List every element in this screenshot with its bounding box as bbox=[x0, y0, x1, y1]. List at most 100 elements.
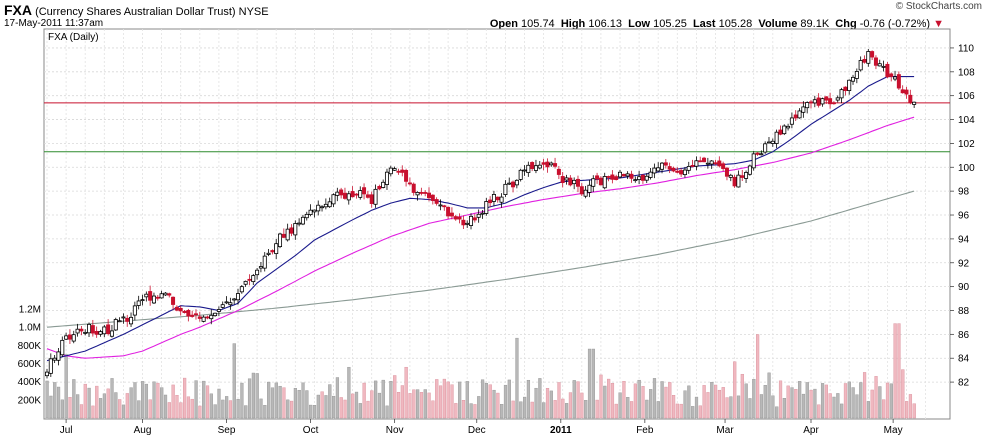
candle-body bbox=[67, 334, 72, 340]
open-label: Open bbox=[489, 18, 518, 30]
exchange: NYSE bbox=[238, 6, 269, 18]
candle bbox=[831, 101, 836, 105]
volume-bar bbox=[496, 392, 500, 419]
candle-body bbox=[278, 233, 283, 248]
candle-body bbox=[831, 102, 836, 105]
candle bbox=[766, 136, 771, 144]
volume-bar bbox=[267, 381, 271, 419]
volume-bar bbox=[702, 385, 706, 419]
date-tick-label: Apr bbox=[803, 425, 819, 436]
candle-body bbox=[621, 174, 626, 177]
volume-bar bbox=[377, 392, 382, 419]
volume-bar bbox=[270, 387, 275, 419]
candle-body bbox=[568, 177, 573, 186]
price-tick-label: 104 bbox=[958, 115, 975, 126]
candle-body bbox=[721, 163, 726, 169]
candle bbox=[193, 309, 198, 320]
volume-bar bbox=[362, 382, 366, 419]
volume-bar bbox=[393, 375, 397, 419]
candle bbox=[801, 101, 806, 118]
candle bbox=[419, 187, 424, 196]
candle bbox=[316, 200, 321, 216]
candle bbox=[151, 292, 156, 304]
volume-bar bbox=[492, 389, 496, 419]
volume-bar bbox=[809, 389, 813, 419]
volume-bar bbox=[202, 380, 206, 419]
volume-bar bbox=[339, 397, 343, 419]
candle bbox=[174, 305, 179, 312]
candle-body bbox=[453, 216, 458, 220]
candle bbox=[457, 213, 462, 224]
volume-bar bbox=[408, 393, 412, 419]
candle bbox=[67, 329, 72, 344]
candle-body bbox=[595, 175, 600, 180]
candle bbox=[778, 125, 783, 136]
volume-bar bbox=[637, 379, 641, 419]
candle-body bbox=[94, 330, 99, 335]
candle bbox=[694, 156, 699, 171]
candle-body bbox=[870, 51, 875, 58]
candle bbox=[713, 159, 718, 166]
volume-bar bbox=[289, 400, 294, 419]
candle-body bbox=[205, 316, 210, 319]
candle bbox=[190, 310, 195, 318]
candle bbox=[484, 197, 489, 216]
volume-bar bbox=[91, 405, 95, 419]
candle bbox=[526, 161, 531, 177]
volume-bar bbox=[756, 334, 760, 419]
volume-bar bbox=[56, 386, 61, 419]
candle bbox=[83, 329, 88, 336]
volume-bar bbox=[626, 397, 630, 419]
volume-bar bbox=[72, 379, 76, 419]
candle bbox=[426, 187, 431, 202]
candle bbox=[789, 112, 794, 129]
candle-body bbox=[331, 194, 336, 205]
candle-body bbox=[514, 179, 519, 186]
price-tick-label: 94 bbox=[958, 234, 970, 245]
candle bbox=[873, 55, 878, 70]
candle bbox=[579, 183, 584, 197]
candle-body bbox=[484, 201, 489, 214]
candle-body bbox=[442, 205, 447, 208]
volume-bar bbox=[480, 379, 485, 419]
candle-body bbox=[392, 168, 397, 171]
volume-bar bbox=[129, 387, 133, 419]
candle-body bbox=[109, 330, 114, 337]
candle bbox=[235, 288, 240, 305]
candle-body bbox=[304, 213, 309, 219]
candle-body bbox=[75, 328, 80, 334]
candle-body bbox=[446, 206, 451, 217]
candle bbox=[136, 295, 141, 310]
candle bbox=[747, 164, 752, 176]
candle-body bbox=[373, 188, 378, 205]
volume-tick-label: 1.0M bbox=[19, 323, 41, 334]
volume-bar bbox=[767, 372, 771, 419]
volume-bar bbox=[801, 393, 806, 419]
volume-bar bbox=[232, 343, 236, 419]
candle-body bbox=[262, 255, 267, 269]
candle-body bbox=[346, 193, 351, 201]
candle bbox=[828, 92, 833, 109]
low-label: Low bbox=[628, 18, 651, 30]
timestamp: 17-May-2011 11:37am bbox=[4, 18, 104, 29]
candle bbox=[369, 191, 374, 208]
candle-body bbox=[472, 217, 477, 221]
candle-body bbox=[426, 192, 431, 199]
volume-bar bbox=[358, 403, 362, 419]
volume-bar bbox=[412, 389, 416, 419]
volume-bar bbox=[641, 386, 645, 419]
candle-body bbox=[190, 314, 195, 317]
volume-bar bbox=[587, 348, 592, 419]
candle-body bbox=[556, 168, 561, 175]
candle bbox=[774, 129, 779, 149]
volume-bar bbox=[163, 394, 168, 419]
volume-bar bbox=[335, 377, 340, 419]
candle bbox=[881, 60, 886, 72]
last-value: 105.28 bbox=[718, 18, 753, 30]
volume-bar bbox=[500, 404, 504, 419]
candle bbox=[243, 280, 248, 287]
price-tick-label: 86 bbox=[958, 330, 970, 341]
candle bbox=[751, 151, 756, 171]
candle bbox=[568, 175, 573, 187]
date-tick-label: Aug bbox=[134, 425, 152, 436]
